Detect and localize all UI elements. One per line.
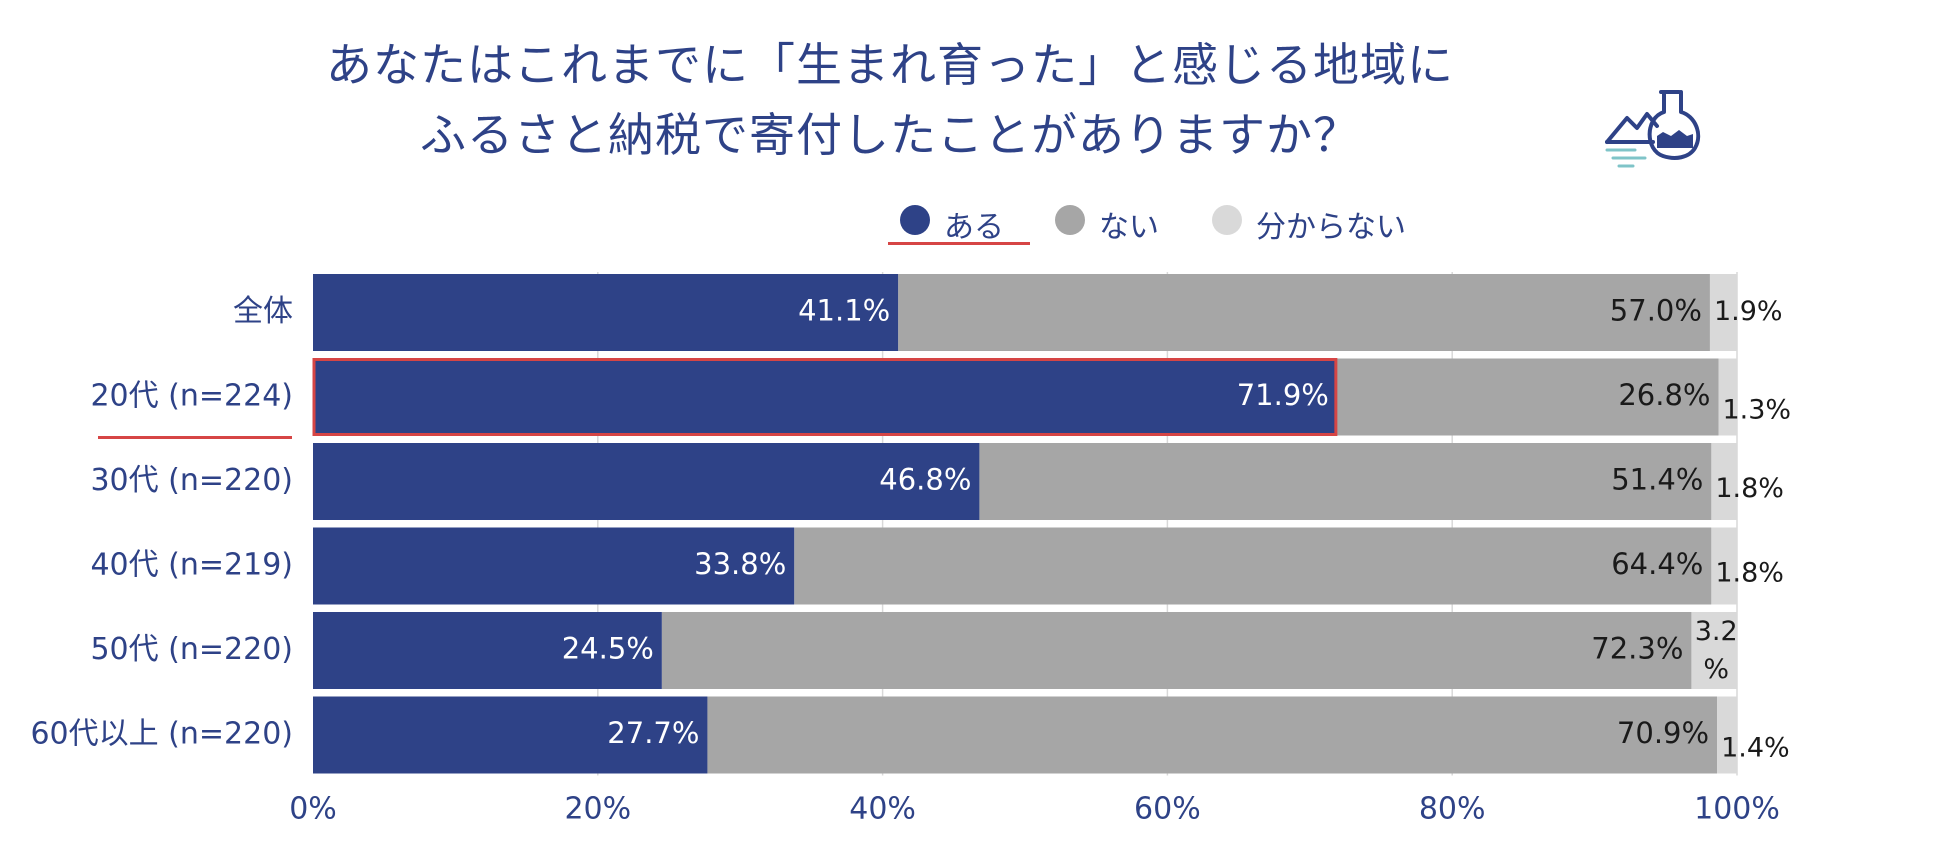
x-tick-label-5: 100% [1694,792,1780,827]
chart-title-line-2: ふるさと納税で寄付したことがありますか？ [420,108,1360,162]
data-label-nai-row-1: 26.8% [1618,378,1710,412]
legend-label-aru: ある [944,210,1004,245]
legend-label-wakaranai: 分からない [1256,210,1406,245]
data-label-aru-row-2: 46.8% [879,463,971,497]
data-label-aru-row-1: 71.9% [1237,378,1329,412]
data-label-wakaranai-row-2: 1.8% [1715,473,1784,504]
data-label-aru-row-4: 24.5% [562,632,654,666]
data-label-nai-row-0: 57.0% [1610,294,1702,328]
data-label-nai-row-4: 72.3% [1591,632,1683,666]
data-label-wakaranai-row-4-percent: % [1703,654,1729,685]
category-label-row-1: 20代 (n=224) [90,379,293,414]
legend-swatch-wakaranai [1212,205,1242,235]
bar-segment-2-row-0 [1709,274,1737,351]
data-label-wakaranai-row-5: 1.4% [1721,733,1790,764]
data-label-aru-row-0: 41.1% [798,294,890,328]
category-label-row-3: 40代 (n=219) [90,548,293,583]
highlight-box-row-1 [312,358,1338,436]
category-label-row-0: 全体 [233,294,293,329]
category-label-row-4: 50代 (n=220) [90,632,293,667]
bar-segment-0-row-1 [313,358,1337,436]
bar-segment-1-row-2 [979,443,1712,520]
legend-label-nai: ない [1099,210,1159,245]
bar-segment-0-row-4 [313,612,662,689]
bar-segment-1-row-3 [794,527,1712,605]
bar-segment-1-row-1 [1336,358,1719,436]
x-tick-label-0: 0% [289,792,337,827]
category-label-row-5: 60代以上 (n=220) [30,717,293,752]
chart-title-line-1: あなたはこれまでに「生まれ育った」と感じる地域に [326,38,1454,92]
data-label-wakaranai-row-1: 1.3% [1722,395,1791,426]
data-label-nai-row-2: 51.4% [1611,463,1703,497]
bar-segment-0-row-2 [313,443,980,520]
x-tick-label-2: 40% [849,792,916,827]
bar-segment-1-row-4 [661,612,1692,689]
category-label-row-2: 30代 (n=220) [90,463,293,498]
x-tick-label-1: 20% [564,792,631,827]
legend-swatch-aru [900,205,930,235]
x-tick-label-4: 80% [1419,792,1486,827]
bar-segment-2-row-1 [1718,358,1737,436]
bar-segment-0-row-0 [313,274,899,351]
data-label-wakaranai-row-0: 1.9% [1714,296,1783,327]
bar-segment-0-row-3 [313,527,795,605]
bar-segment-2-row-3 [1711,527,1737,605]
data-label-aru-row-5: 27.7% [607,716,699,750]
bar-segment-0-row-5 [313,696,708,774]
bar-segment-2-row-4 [1691,612,1737,689]
bar-segment-2-row-5 [1717,696,1737,774]
legend-swatch-nai [1055,205,1085,235]
data-label-nai-row-5: 70.9% [1617,716,1709,750]
chart-title: あなたはこれまでに「生まれ育った」と感じる地域に ふるさと納税で寄付したことがあ… [290,30,1490,170]
x-tick-label-3: 60% [1134,792,1201,827]
data-label-aru-row-3: 33.8% [694,547,786,581]
data-label-wakaranai-row-3: 1.8% [1715,558,1784,589]
legend-highlight-underline [888,242,1030,245]
data-label-wakaranai-row-4-number: 3.2 [1695,616,1738,647]
flask-mountain-logo-icon [1605,90,1701,168]
bar-segment-1-row-0 [898,274,1710,351]
bar-segment-2-row-2 [1711,443,1737,520]
data-label-nai-row-3: 64.4% [1611,547,1703,581]
bar-segment-1-row-5 [707,696,1718,774]
